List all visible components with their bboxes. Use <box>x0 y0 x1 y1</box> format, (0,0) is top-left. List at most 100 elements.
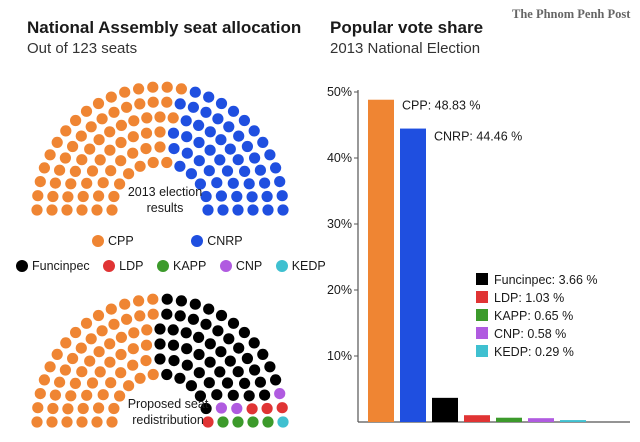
seat-cnrp <box>232 154 244 166</box>
seat-cpp <box>123 380 135 392</box>
seat-cpp <box>154 141 166 153</box>
seat-cpp <box>54 164 66 176</box>
seat-cpp <box>62 403 74 415</box>
seat-funcinpec <box>189 298 201 310</box>
seat-cpp <box>91 204 103 216</box>
seat-cpp <box>121 313 133 325</box>
data-label-swatch-kapp <box>476 309 488 321</box>
data-label-cnp: CNP: 0.58 % <box>494 327 566 341</box>
seat-cnrp <box>231 190 243 203</box>
data-label-ldp: LDP: 1.03 % <box>494 291 564 305</box>
seat-funcinpec <box>181 343 193 355</box>
seat-cpp <box>34 176 46 188</box>
seat-cpp <box>115 331 127 343</box>
data-label-swatch-kedp <box>476 345 488 357</box>
seat-funcinpec <box>221 377 234 389</box>
seat-cnrp <box>189 86 201 98</box>
hemicycle-proposed-label-line1: Proposed seat <box>128 397 209 411</box>
seat-funcinpec <box>259 389 271 401</box>
seat-cpp <box>154 126 166 138</box>
seat-cpp <box>105 91 117 103</box>
seat-cpp <box>115 155 127 167</box>
seat-cpp <box>75 130 87 142</box>
seat-cpp <box>134 310 146 322</box>
seat-cpp <box>140 143 152 155</box>
seat-funcinpec <box>239 377 251 389</box>
seat-cnrp <box>276 190 288 202</box>
y-tick-label: 20% <box>327 283 352 297</box>
seat-cpp <box>76 416 88 428</box>
seat-cpp <box>77 190 89 203</box>
bar-ldp <box>464 415 490 422</box>
seat-funcinpec <box>238 326 250 339</box>
hemicycle-proposed: Proposed seat redistribution <box>31 293 289 428</box>
seat-cpp <box>44 149 56 161</box>
legend-label-cpp: CPP <box>108 234 134 248</box>
seat-cnrp <box>257 136 269 148</box>
seat-funcinpec <box>193 331 205 343</box>
masthead-logo: The Phnom Penh Post <box>512 7 631 21</box>
seat-cpp <box>81 177 93 189</box>
seat-cpp <box>128 327 140 339</box>
seat-cpp <box>76 204 88 216</box>
seat-cpp <box>85 333 97 345</box>
seat-cpp <box>80 105 93 117</box>
legend-item-cnp: CNP <box>219 259 262 273</box>
seat-cpp <box>69 165 81 177</box>
seat-funcinpec <box>211 389 223 401</box>
seat-cpp <box>119 298 131 310</box>
seat-funcinpec <box>204 338 216 350</box>
seat-cpp <box>104 144 116 156</box>
seat-cpp <box>47 190 59 203</box>
seat-cnrp <box>238 114 250 127</box>
seat-cnrp <box>227 105 240 117</box>
seat-cpp <box>96 113 108 125</box>
seat-cpp <box>147 308 159 320</box>
seat-cpp <box>147 96 159 108</box>
seat-cpp <box>54 376 66 388</box>
seat-funcinpec <box>227 389 239 401</box>
seat-cnrp <box>202 204 214 216</box>
seat-cpp <box>140 127 153 139</box>
legend-label-cnrp: CNRP <box>207 234 243 248</box>
seat-cpp <box>38 374 51 386</box>
seat-cpp <box>70 326 82 339</box>
seat-cpp <box>147 368 159 381</box>
seat-cpp <box>49 389 62 401</box>
seat-cpp <box>154 111 166 123</box>
legend-label-funcinpec: Funcinpec <box>32 259 90 273</box>
vote-subtitle: 2013 National Election <box>330 40 481 57</box>
seat-cpp <box>93 346 105 358</box>
seat-cnrp <box>227 177 239 189</box>
seat-cpp <box>105 377 117 389</box>
legend-item-ldp: LDP <box>103 259 144 273</box>
seat-cnrp <box>185 168 197 180</box>
seat-cpp <box>96 325 108 337</box>
seat-ldp <box>276 402 288 414</box>
seat-funcinpec <box>254 376 266 388</box>
legend-swatch-cpp <box>92 235 104 247</box>
legend-item-kapp: KAPP <box>156 259 206 273</box>
seat-cnrp <box>204 144 216 156</box>
data-label-funcinpec: Funcinpec: 3.66 % <box>494 273 598 287</box>
seat-cpp <box>140 355 152 367</box>
bar-kedp <box>560 420 586 422</box>
seat-cpp <box>161 96 173 108</box>
seat-cnrp <box>211 177 223 189</box>
seat-cnrp <box>203 165 215 177</box>
hemicycle-proposed-label-line2: redistribution <box>132 413 204 427</box>
seat-cnrp <box>264 149 276 161</box>
bar-funcinpec <box>432 397 458 422</box>
seat-funcinpec <box>212 325 224 337</box>
seat-cpp <box>115 136 127 149</box>
seat-cpp <box>134 98 146 110</box>
legend-item-cnrp: CNRP <box>191 234 243 248</box>
seat-funcinpec <box>193 348 205 361</box>
seat-cpp <box>60 337 72 349</box>
seat-cnrp <box>243 178 255 190</box>
hemicycle-2013-label-line2: results <box>147 201 184 215</box>
seat-cnrp <box>187 101 199 113</box>
seat-funcinpec <box>270 374 282 386</box>
data-label-cpp: CPP: 48.83 % <box>402 99 481 113</box>
seat-funcinpec <box>174 310 186 322</box>
